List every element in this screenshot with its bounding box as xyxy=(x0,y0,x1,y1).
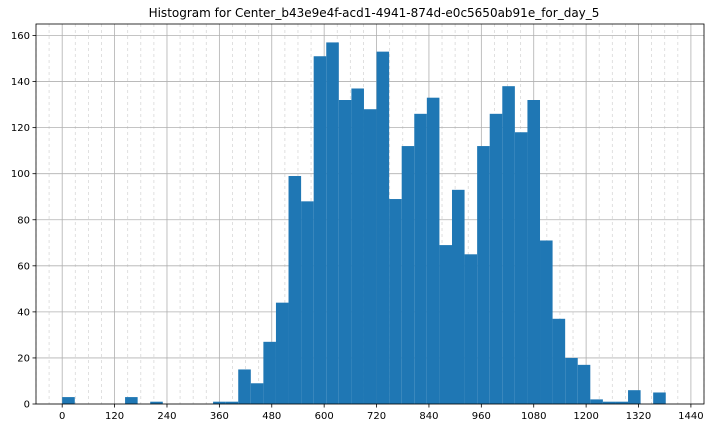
x-tick-label: 240 xyxy=(157,411,176,422)
histogram-bar xyxy=(653,392,666,404)
x-axis: 0 120 240 360 480 600 720 840 960 1080 1200 1320 144… xyxy=(59,404,704,422)
histogram-bar xyxy=(540,240,553,404)
y-tick-label: 120 xyxy=(11,123,30,134)
y-tick-label: 100 xyxy=(11,169,30,180)
histogram-bar xyxy=(464,254,478,404)
x-tick-label: 720 xyxy=(367,411,386,422)
x-tick-label: 1080 xyxy=(521,411,546,422)
histogram-bar xyxy=(565,357,578,404)
histogram-bar xyxy=(426,97,440,405)
histogram-bar xyxy=(338,100,352,404)
histogram-bar xyxy=(577,364,591,404)
histogram-bar xyxy=(502,86,515,404)
histogram-bar xyxy=(489,113,503,405)
histogram-bar xyxy=(62,397,75,404)
y-tick-label: 40 xyxy=(17,307,30,318)
histogram-bar xyxy=(514,132,528,404)
histogram-bar xyxy=(238,369,251,404)
x-tick-label: 0 xyxy=(59,411,65,422)
plot-frame xyxy=(35,23,705,405)
histogram-bar xyxy=(615,401,629,404)
histogram-bar xyxy=(439,245,452,404)
y-tick-label: 140 xyxy=(11,77,30,88)
histogram-bar xyxy=(590,399,603,404)
y-tick-label: 60 xyxy=(17,261,30,272)
x-tick-label: 360 xyxy=(210,411,229,422)
histogram-bar xyxy=(150,401,163,404)
y-axis: 0 20 40 60 80 100 120 140 160 xyxy=(11,31,36,411)
y-tick-label: 80 xyxy=(17,215,30,226)
x-tick-label: 480 xyxy=(262,411,281,422)
histogram-bar xyxy=(125,397,138,404)
histogram-bar xyxy=(628,390,641,404)
chart-title: Histogram for Center_b43e9e4f-acd1-4941-… xyxy=(149,6,600,20)
x-tick-label: 600 xyxy=(315,411,334,422)
histogram-bar xyxy=(414,113,427,405)
x-tick-label: 1440 xyxy=(678,411,703,422)
histogram-bar xyxy=(602,401,616,404)
histogram-bar xyxy=(376,51,390,405)
histogram-bar xyxy=(363,109,377,404)
histogram-bars xyxy=(62,42,666,405)
x-tick-label: 1200 xyxy=(573,411,598,422)
histogram-bar xyxy=(527,100,541,404)
histogram-bar xyxy=(301,201,314,404)
x-tick-label: 120 xyxy=(105,411,124,422)
histogram-bar xyxy=(552,318,566,404)
x-tick-label: 840 xyxy=(419,411,438,422)
histogram-bar xyxy=(389,199,402,404)
y-tick-label: 20 xyxy=(17,353,30,364)
histogram-bar xyxy=(351,88,364,404)
histogram-bar xyxy=(225,401,239,404)
histogram-bar xyxy=(263,341,276,404)
histogram-bar xyxy=(326,42,339,404)
histogram-bar xyxy=(477,146,490,404)
histogram-bar xyxy=(213,401,226,404)
histogram-bar xyxy=(275,302,289,404)
x-tick-label: 960 xyxy=(472,411,491,422)
histogram-bar xyxy=(451,189,465,404)
x-tick-label: 1320 xyxy=(626,411,651,422)
histogram-bar xyxy=(288,176,302,404)
y-tick-label: 160 xyxy=(11,31,30,42)
histogram-bar xyxy=(313,56,327,404)
histogram-bar xyxy=(250,383,264,404)
y-tick-label: 0 xyxy=(24,400,30,411)
histogram-bar xyxy=(401,146,415,404)
